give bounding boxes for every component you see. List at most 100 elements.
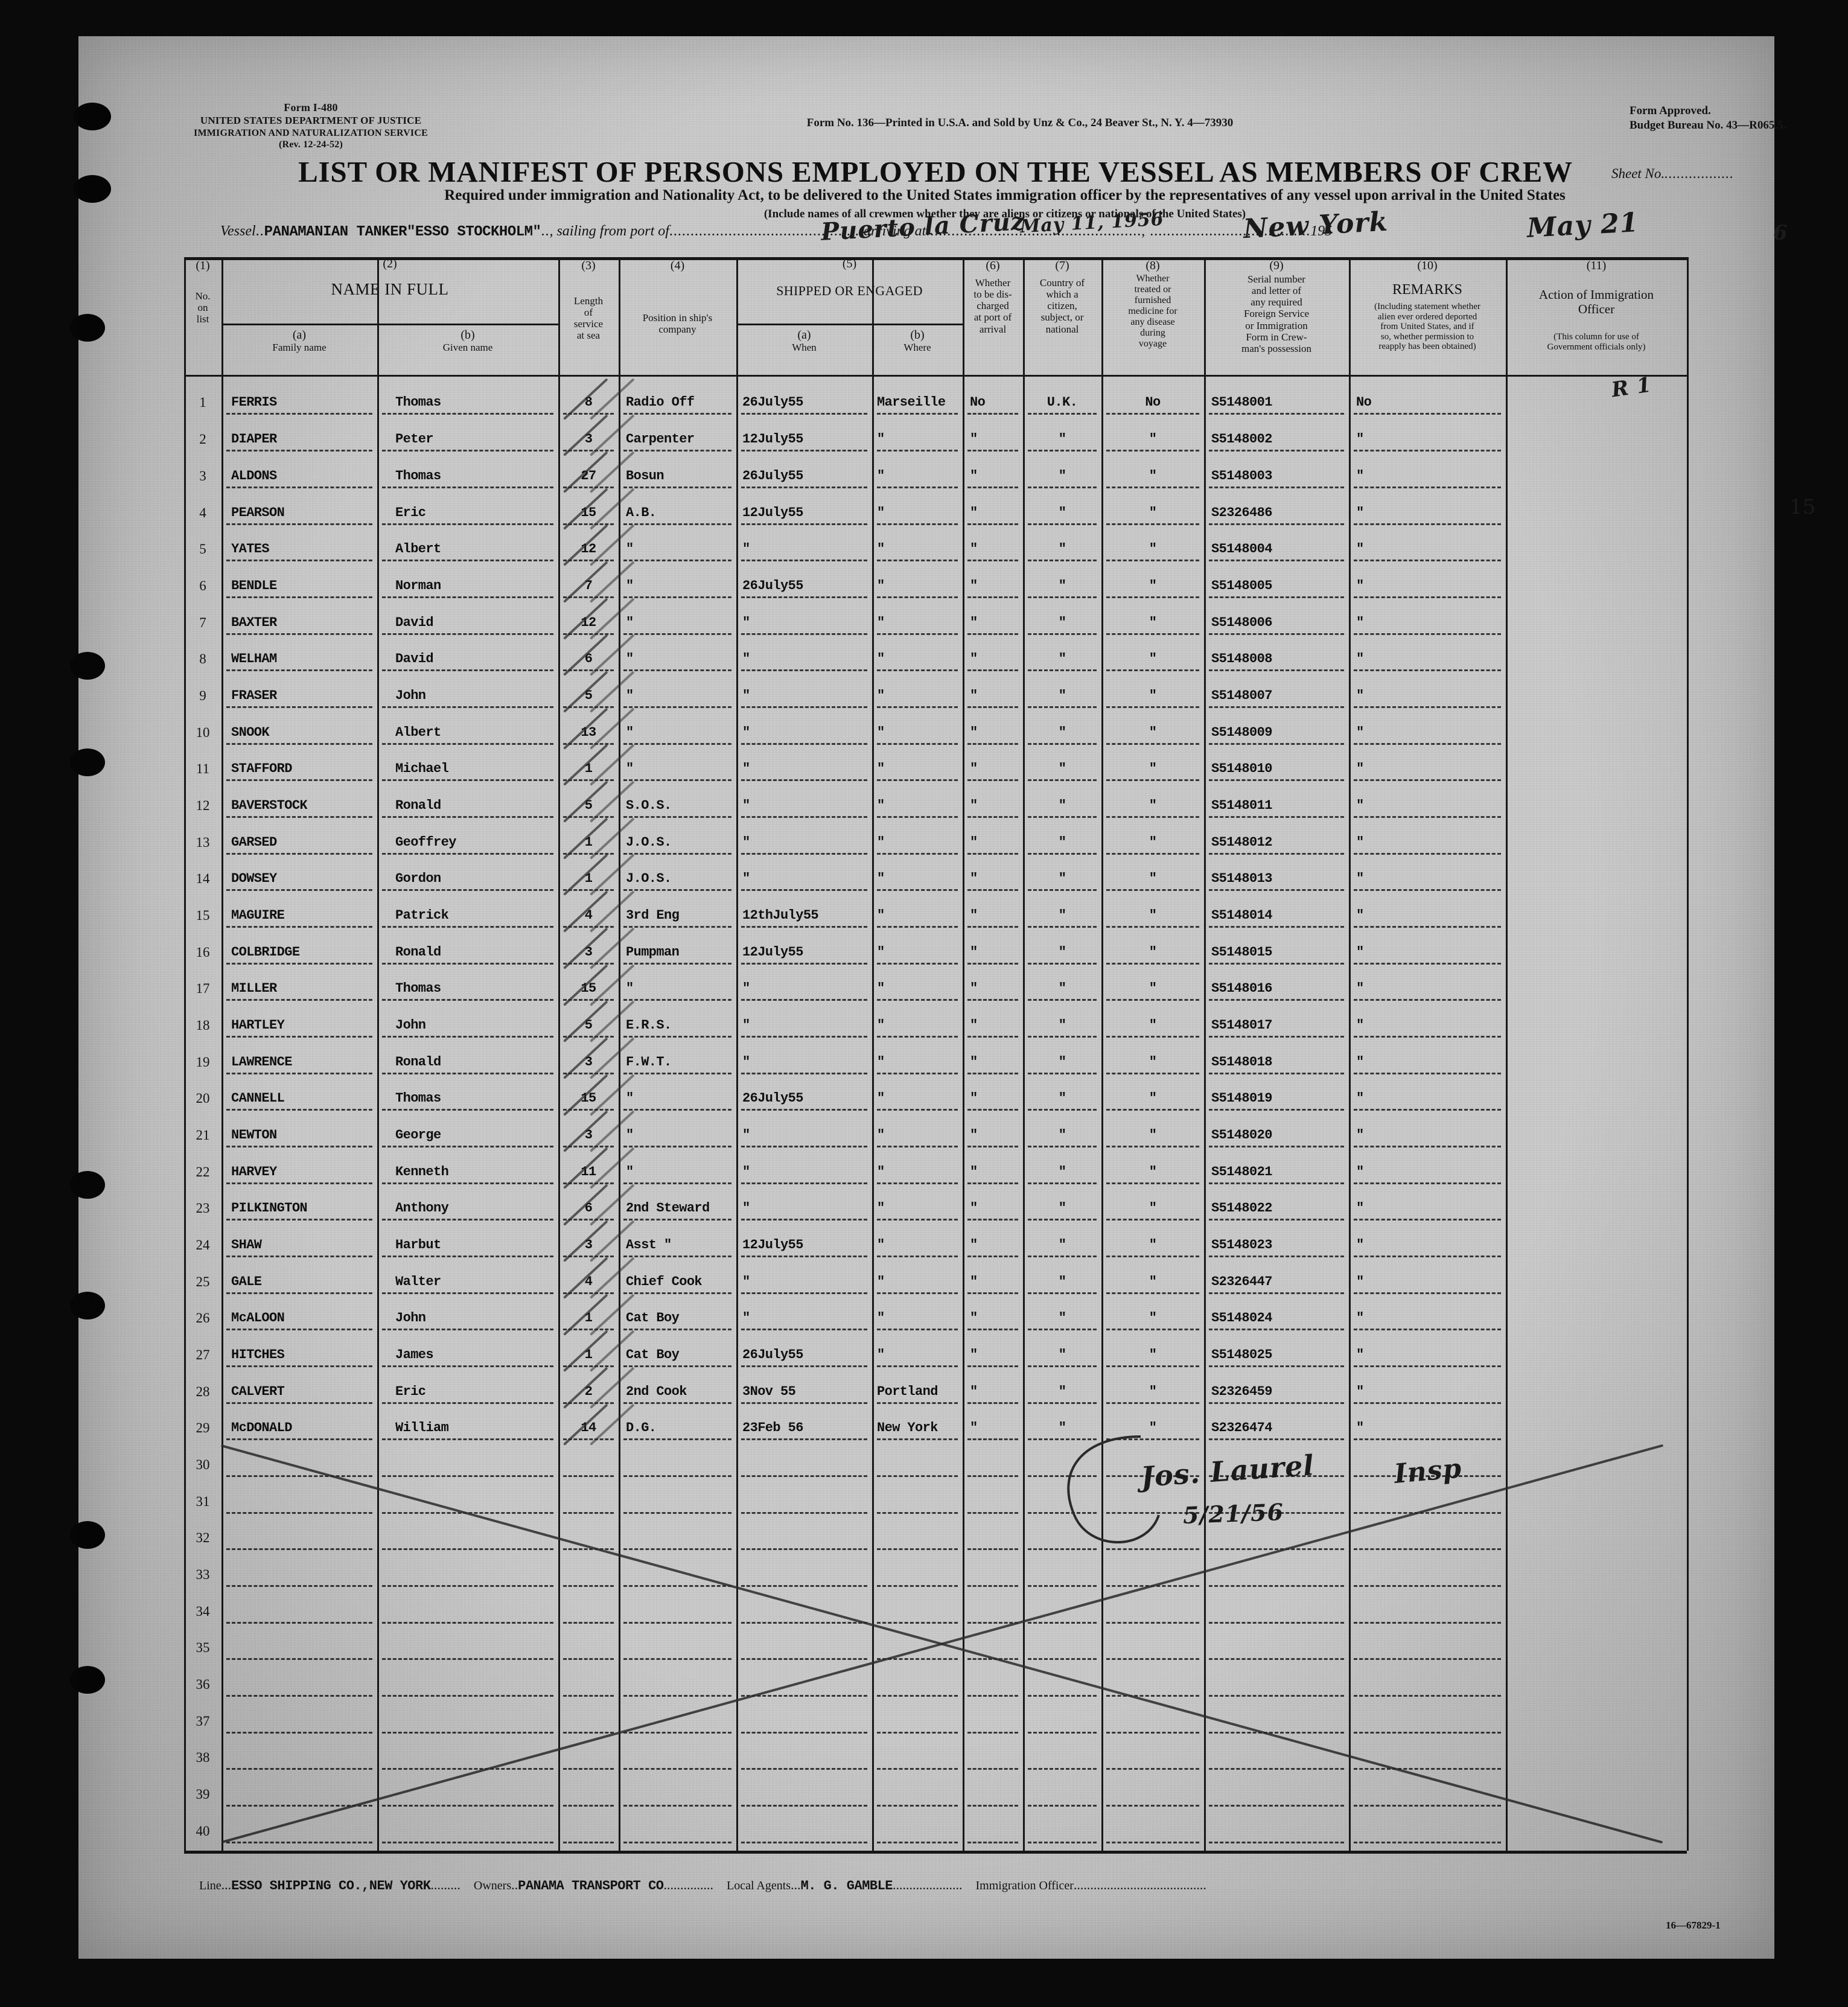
cell-given: John [395, 1017, 426, 1033]
row-number: 2 [199, 432, 206, 447]
row-dotted-rule [877, 1438, 958, 1441]
cell-med: " [1149, 724, 1157, 740]
row-dotted-rule [1028, 1695, 1097, 1697]
row-dotted-rule [382, 413, 553, 415]
column-sublabel-given: Given name [442, 342, 493, 354]
row-dotted-rule [1354, 1621, 1501, 1624]
row-dotted-rule [382, 1695, 553, 1697]
row-dotted-rule [1106, 742, 1199, 745]
row-dotted-rule [1209, 633, 1344, 635]
row-dotted-rule [226, 999, 372, 1001]
row-dotted-rule [967, 1731, 1018, 1734]
row-dotted-rule [1106, 1292, 1199, 1294]
row-dotted-rule [382, 1219, 553, 1221]
row-dotted-rule [382, 742, 553, 745]
row-dotted-rule [563, 1365, 614, 1368]
cell-given: Ronald [395, 944, 441, 960]
row-dotted-rule [382, 1256, 553, 1257]
cell-pos: " [626, 981, 634, 997]
row-dotted-rule [382, 1658, 553, 1661]
cell-when: 3Nov 55 [742, 1383, 796, 1399]
row-dotted-rule [1028, 1035, 1097, 1038]
row-dotted-rule [563, 596, 614, 598]
row-dotted-rule [1354, 1731, 1501, 1734]
row-dotted-rule [877, 1145, 958, 1147]
row-dotted-rule [623, 962, 731, 965]
row-dotted-rule [967, 925, 1018, 928]
cell-when: " [742, 1164, 750, 1179]
cell-when: 12July55 [742, 1237, 803, 1252]
cell-serial: S5148003 [1211, 468, 1272, 483]
row-dotted-rule [1028, 925, 1097, 928]
cell-country: " [1058, 1420, 1066, 1436]
cell-country: " [1058, 1127, 1066, 1143]
row-dotted-rule [382, 1402, 553, 1404]
row-number: 11 [196, 761, 210, 777]
row-dotted-rule [563, 889, 614, 892]
cell-disch: " [970, 981, 978, 997]
row-dotted-rule [1106, 706, 1199, 708]
row-number: 19 [196, 1054, 210, 1070]
cell-family: PILKINGTON [231, 1201, 308, 1216]
cell-family: MILLER [231, 981, 277, 997]
cell-med: " [1149, 871, 1157, 887]
column-header-disch: (6) Whether to be dis-charged at port of ar… [963, 257, 1023, 375]
column-sublabel-letter-when: (a) [797, 328, 811, 342]
cell-med: " [1149, 1310, 1157, 1326]
row-dotted-rule [563, 779, 614, 782]
cell-remarks: " [1356, 432, 1364, 447]
row-dotted-rule [741, 1182, 867, 1184]
row-dotted-rule [1354, 1548, 1501, 1551]
row-dotted-rule [563, 486, 614, 488]
row-dotted-rule [1028, 1511, 1097, 1514]
row-dotted-rule [1354, 596, 1501, 598]
row-dotted-rule [741, 1438, 867, 1441]
cell-serial: S5148012 [1211, 834, 1272, 850]
row-dotted-rule [563, 1182, 614, 1184]
row-dotted-rule [1106, 523, 1199, 525]
cell-when: 26July55 [742, 468, 803, 483]
row-dotted-rule [1354, 1256, 1501, 1257]
column-sublabel-family: Family name [272, 342, 327, 354]
column-separator-med [1101, 257, 1103, 1851]
row-dotted-rule [1354, 669, 1501, 672]
row-dotted-rule [1354, 1402, 1501, 1404]
row-dotted-rule [967, 1695, 1018, 1697]
cell-country: " [1058, 1310, 1066, 1326]
cell-serial: S5148022 [1211, 1201, 1272, 1216]
row-dotted-rule [877, 1035, 958, 1038]
row-dotted-rule [563, 1219, 614, 1221]
row-dotted-rule [1028, 1109, 1097, 1111]
printer-imprint: Form No. 136—Printed in U.S.A. and Sold … [806, 116, 1234, 129]
row-dotted-rule [226, 486, 372, 488]
row-dotted-rule [623, 450, 731, 452]
row-dotted-rule [1209, 1292, 1344, 1294]
cell-country: " [1058, 688, 1066, 703]
row-dotted-rule [1209, 1182, 1344, 1184]
row-dotted-rule [226, 1365, 372, 1368]
row-dotted-rule [1354, 706, 1501, 708]
cell-disch: No [970, 395, 986, 410]
cell-remarks: " [1356, 834, 1364, 850]
column-header-serial: (9) Serial number and letter of any requir… [1204, 257, 1349, 375]
column-separator-pos [619, 257, 620, 1851]
row-dotted-rule [382, 1292, 553, 1294]
column-subheader-given: (b) Given name [377, 328, 558, 353]
row-dotted-rule [563, 1402, 614, 1404]
vessel-info-line: Vessel..PANAMANIAN TANKER"ESSO STOCKHOLM… [220, 223, 1333, 240]
row-number: 14 [196, 871, 210, 887]
cell-when: 23Feb 56 [742, 1420, 803, 1436]
row-number: 7 [199, 614, 206, 630]
row-dotted-rule [967, 1585, 1018, 1587]
row-dotted-rule [967, 450, 1018, 452]
column-number-6: (6) [986, 259, 1000, 272]
cell-med: " [1149, 1201, 1157, 1216]
cell-where: " [877, 541, 885, 557]
row-dotted-rule [877, 1329, 958, 1331]
cell-disch: " [970, 432, 978, 447]
row-dotted-rule [623, 1475, 731, 1478]
row-dotted-rule [226, 1768, 372, 1770]
row-dotted-rule [1106, 925, 1199, 928]
row-dotted-rule [877, 1072, 958, 1074]
row-dotted-rule [1028, 1548, 1097, 1551]
